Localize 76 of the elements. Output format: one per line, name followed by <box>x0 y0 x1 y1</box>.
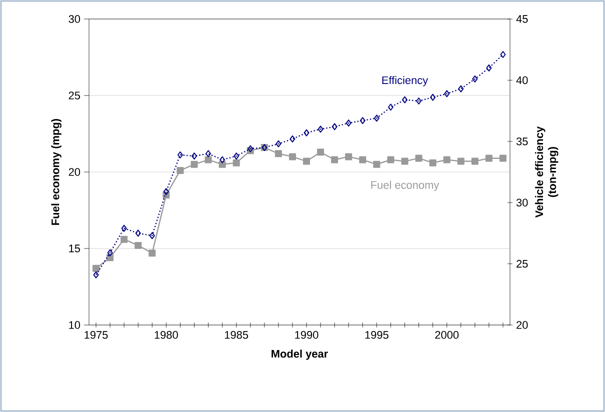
point <box>304 129 310 136</box>
point <box>234 152 240 160</box>
point <box>416 98 422 105</box>
point <box>290 135 296 142</box>
point <box>457 158 464 165</box>
x-tick-label: 1980 <box>154 331 178 339</box>
point <box>134 242 142 249</box>
point <box>331 156 338 164</box>
point <box>317 148 324 156</box>
point <box>135 230 141 237</box>
x-tick-label: 2000 <box>435 331 459 339</box>
point <box>499 154 506 162</box>
point <box>220 156 226 164</box>
point <box>374 114 380 122</box>
y2-tick-label: 45 <box>516 15 528 23</box>
point <box>107 249 113 256</box>
point <box>93 271 99 278</box>
point <box>120 236 128 243</box>
point <box>92 264 100 272</box>
point <box>486 64 492 72</box>
point <box>346 120 352 127</box>
y-axis-title: Fuel economy (mpg) <box>51 118 62 225</box>
point <box>148 250 156 257</box>
x-tick-label: 1975 <box>84 331 108 339</box>
series-label: Efficiency <box>382 76 428 86</box>
point <box>192 152 197 160</box>
point <box>429 159 436 166</box>
x-axis-title: Model year <box>272 350 328 360</box>
point <box>360 117 366 124</box>
point <box>163 188 169 196</box>
point <box>177 151 183 158</box>
y-tick-label: 15 <box>69 244 80 252</box>
point <box>402 96 408 104</box>
point <box>176 166 184 174</box>
y-tick-label: 30 <box>68 15 80 23</box>
series-label: Fuel economy <box>371 180 440 192</box>
point <box>276 140 282 148</box>
point <box>430 94 436 101</box>
x-tick-label: 1995 <box>365 331 388 339</box>
point <box>206 150 212 158</box>
y-tick-label: 20 <box>68 168 80 176</box>
point <box>345 153 352 160</box>
point <box>472 75 478 82</box>
point <box>232 159 240 166</box>
point <box>373 160 380 168</box>
point <box>458 85 464 92</box>
point <box>204 156 212 164</box>
point <box>121 224 127 232</box>
point <box>500 50 506 58</box>
point <box>387 156 394 164</box>
point <box>190 160 198 168</box>
y2-tick-label: 20 <box>516 321 528 329</box>
point <box>415 154 422 162</box>
point <box>218 160 226 168</box>
point <box>388 104 394 111</box>
y2-tick-label: 40 <box>516 76 528 84</box>
x-tick-label: 1990 <box>295 331 318 339</box>
point <box>149 232 155 240</box>
point <box>274 150 282 158</box>
point <box>303 158 310 165</box>
y2-tick-label: 25 <box>516 260 528 268</box>
point <box>401 158 408 165</box>
y2-axis-title: Vehicle efficiency (ton-mpg) <box>535 126 558 218</box>
point <box>359 156 366 164</box>
y-tick-label: 25 <box>68 92 80 100</box>
y-tick-label: 10 <box>69 321 80 329</box>
point <box>443 156 450 164</box>
point <box>332 123 338 130</box>
point <box>485 154 492 162</box>
point <box>471 158 478 165</box>
point <box>288 153 296 160</box>
y2-tick-label: 35 <box>516 138 528 146</box>
point <box>318 126 324 133</box>
point <box>444 90 450 98</box>
y2-tick-label: 30 <box>516 198 528 206</box>
x-tick-label: 1985 <box>224 331 248 339</box>
